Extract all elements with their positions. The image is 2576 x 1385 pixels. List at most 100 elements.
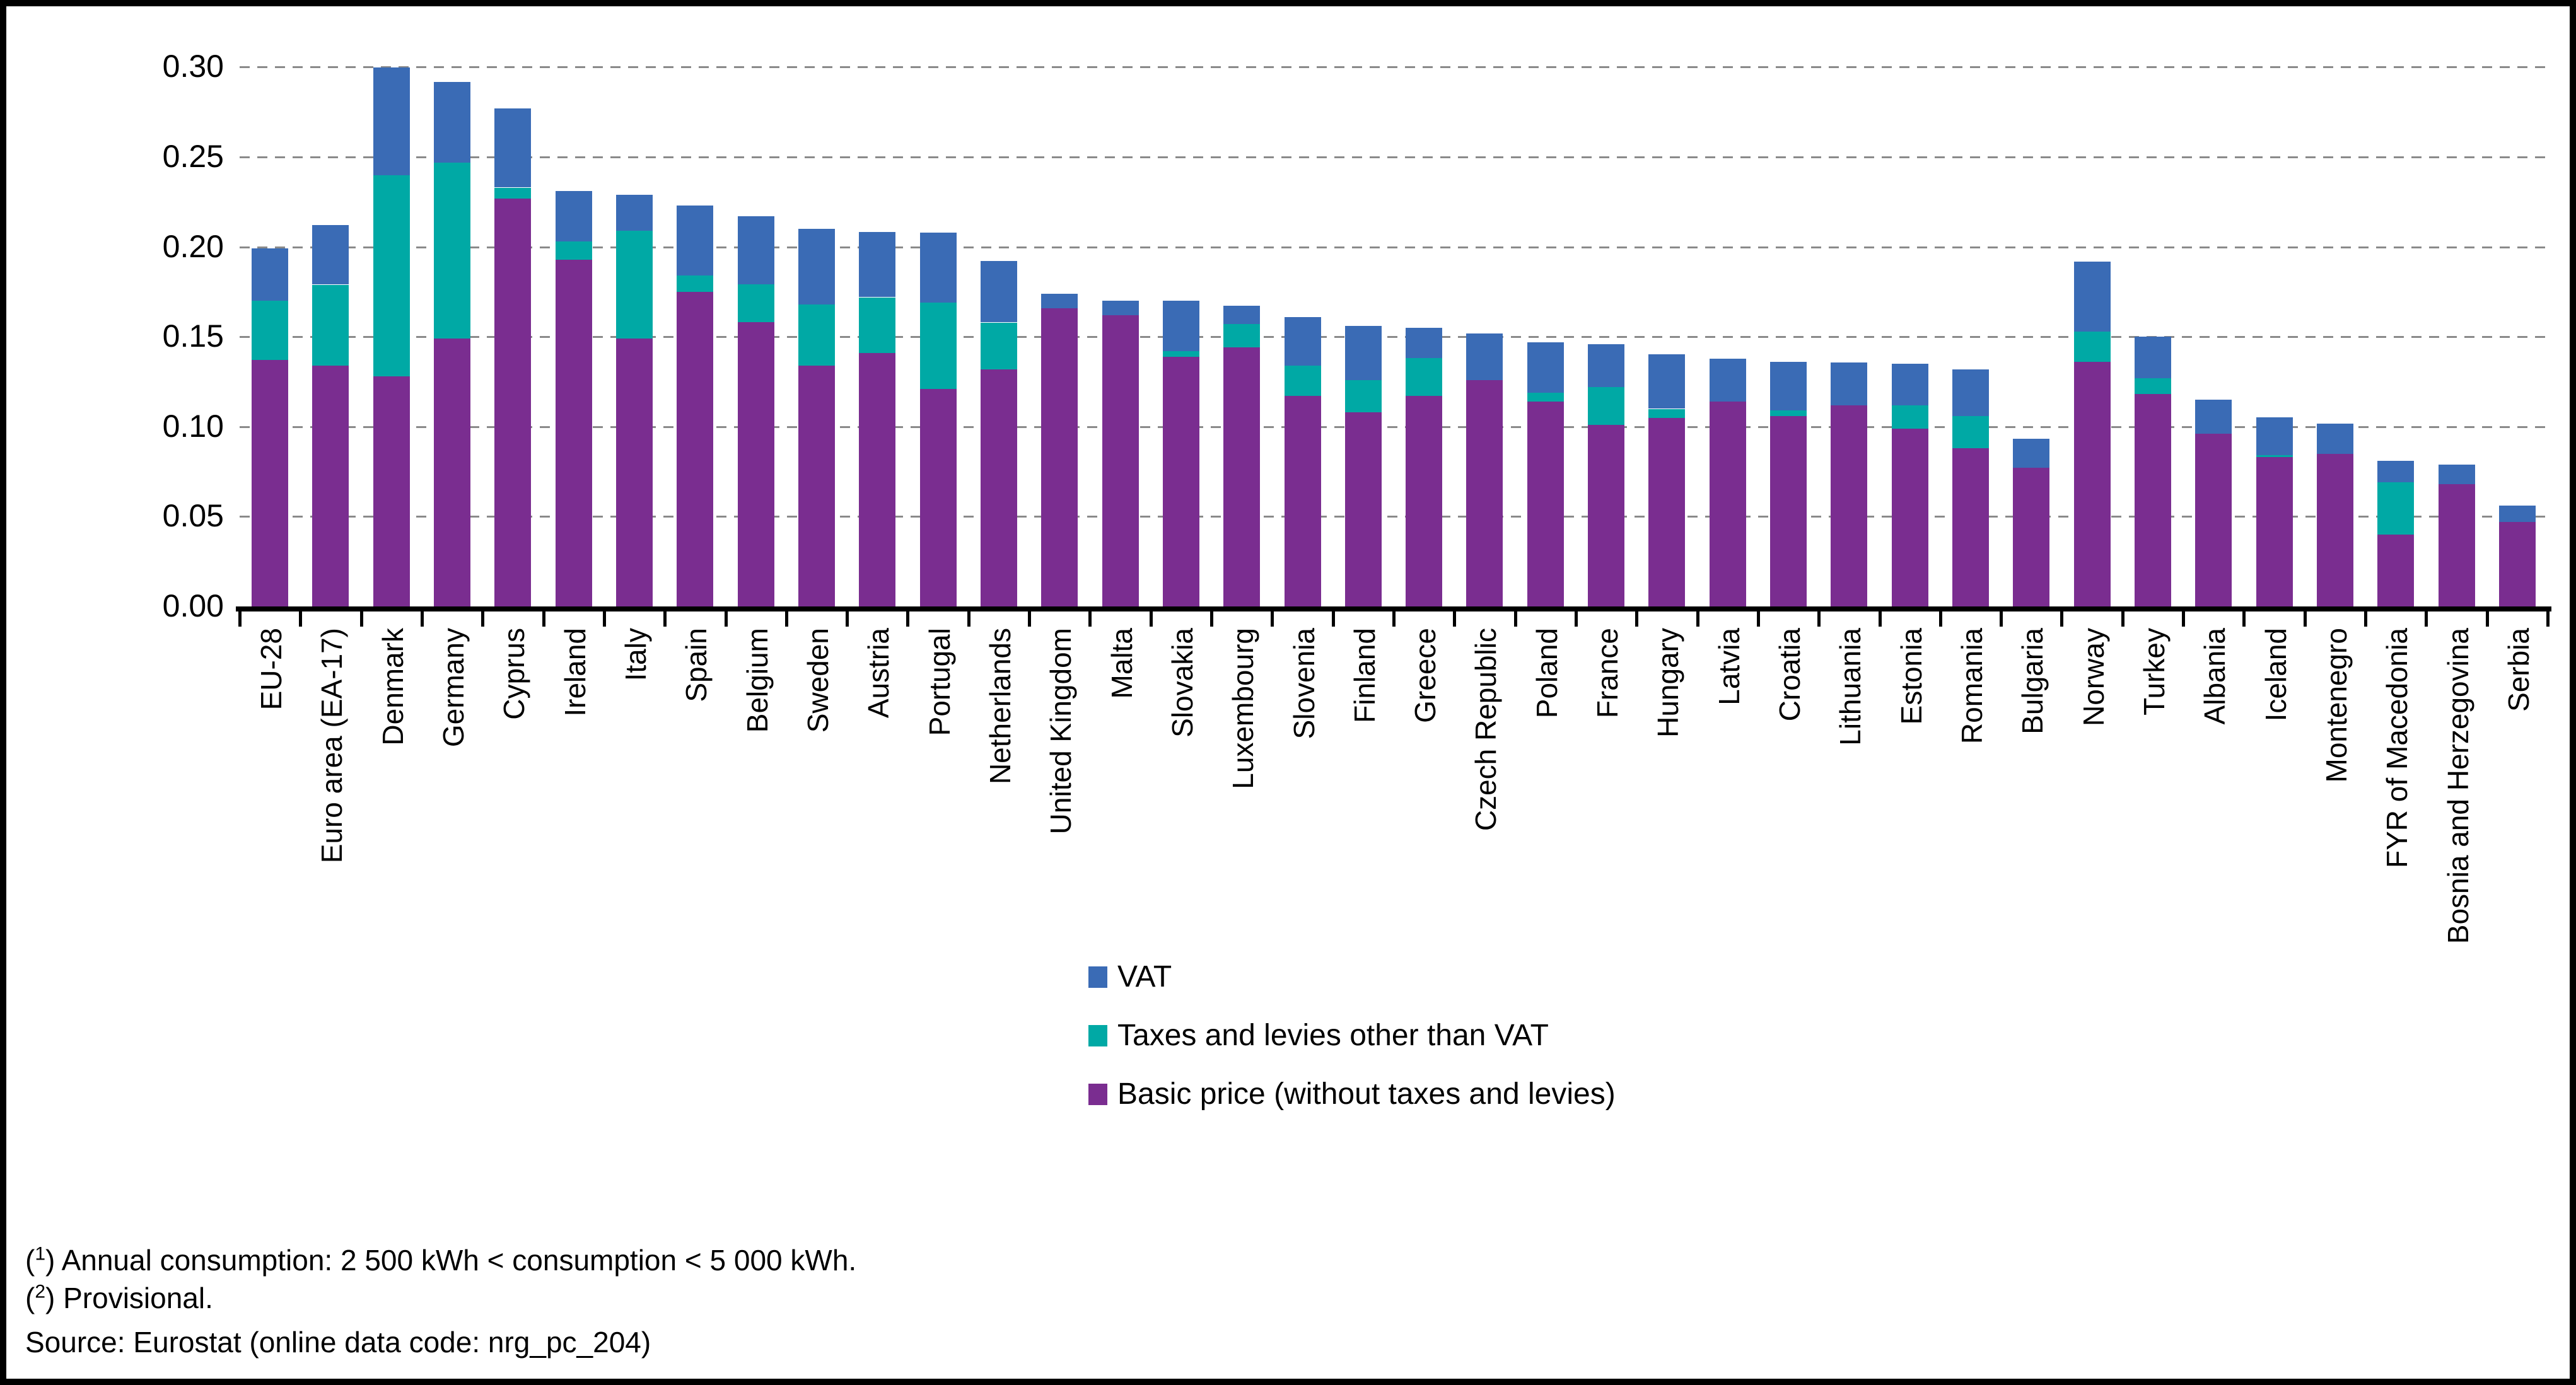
x-axis-tick	[2000, 611, 2003, 627]
bar-segment	[494, 108, 531, 187]
x-axis-category-label: Latvia	[1713, 628, 1746, 705]
bar-segment	[1345, 326, 1382, 380]
y-axis-tick-label: 0.05	[162, 498, 224, 534]
legend-label: Taxes and levies other than VAT	[1117, 1019, 1549, 1052]
bar-segment	[2135, 378, 2171, 394]
y-axis-tick-label: 0.15	[162, 318, 224, 354]
bar-segment	[1952, 369, 1989, 416]
gridline	[240, 426, 2548, 428]
x-axis-category-label: Poland	[1530, 628, 1563, 719]
x-axis-category-label: Albania	[2198, 628, 2231, 725]
x-axis-category-label: Montenegro	[2320, 628, 2353, 783]
bar-segment	[677, 275, 713, 292]
bar-segment	[373, 175, 410, 376]
bar-segment	[616, 339, 653, 606]
bar-segment	[2377, 535, 2414, 606]
bar-segment	[373, 67, 410, 175]
bar-segment	[738, 216, 774, 284]
x-axis-tick	[785, 611, 788, 627]
bar-segment	[1892, 405, 1928, 429]
bar-segment	[1770, 410, 1807, 416]
bar-segment	[1648, 409, 1685, 418]
bar-segment	[1285, 317, 1321, 366]
bar-segment	[2317, 424, 2353, 454]
x-axis-tick	[2546, 611, 2550, 627]
x-axis-tick	[2242, 611, 2246, 627]
bar-segment	[1223, 324, 1260, 347]
x-axis-tick	[2486, 611, 2489, 627]
x-axis-category-label: Italy	[619, 628, 652, 681]
x-axis-category-label: Croatia	[1773, 628, 1806, 722]
bar-segment	[920, 303, 957, 389]
bar-segment	[1588, 387, 1624, 425]
bar-segment	[434, 339, 470, 606]
bar-segment	[981, 369, 1017, 606]
x-axis-tick	[663, 611, 667, 627]
bar-segment	[1102, 315, 1139, 606]
x-axis-tick	[238, 611, 242, 627]
plot-area: 0.00 0.05 0.10 0.15 0.20 0.25 0.30 EU-28 Euro ar…	[6, 6, 2570, 1379]
x-axis-tick	[2121, 611, 2124, 627]
x-axis-tick	[299, 611, 302, 627]
bar-segment	[494, 199, 531, 606]
bar-segment	[2074, 262, 2111, 332]
bar-segment	[2013, 468, 2049, 606]
bar-segment	[1892, 364, 1928, 405]
bar-segment	[1406, 396, 1442, 606]
x-axis-category-label: Malta	[1105, 628, 1138, 699]
x-axis-category-label: Euro area (EA-17)	[315, 628, 348, 864]
bar-segment	[1648, 354, 1685, 409]
x-axis-tick	[542, 611, 545, 627]
bar-segment	[1831, 362, 1867, 405]
legend-swatch-icon	[1088, 1083, 1107, 1105]
x-axis-category-label: Norway	[2077, 628, 2110, 726]
x-axis-category-label: Slovakia	[1166, 628, 1199, 738]
x-axis-category-label: Belgium	[741, 628, 774, 733]
bar-segment	[494, 188, 531, 199]
legend-item: Taxes and levies other than VAT	[1088, 1018, 1549, 1053]
bar-segment	[2135, 337, 2171, 378]
bar-segment	[2256, 455, 2293, 457]
bar-segment	[434, 163, 470, 339]
bar-segment	[1406, 328, 1442, 358]
x-axis-category-label: Netherlands	[984, 628, 1017, 785]
x-axis-category-label: Germany	[437, 628, 470, 748]
gridline	[240, 156, 2548, 158]
bar-segment	[2317, 454, 2353, 606]
x-axis-tick	[1696, 611, 1699, 627]
bar-segment	[1163, 351, 1199, 357]
bar-segment	[981, 261, 1017, 322]
bar-segment	[2013, 439, 2049, 468]
bar-segment	[312, 366, 349, 606]
bar-segment	[1223, 347, 1260, 606]
bar-segment	[1710, 359, 1746, 402]
bar-segment	[738, 322, 774, 606]
bar-segment	[859, 353, 895, 606]
bar-segment	[1466, 380, 1503, 606]
bar-segment	[1163, 301, 1199, 351]
bar-segment	[1831, 405, 1867, 606]
legend-label: VAT	[1117, 960, 1172, 994]
x-axis-tick	[725, 611, 728, 627]
x-axis-tick	[1392, 611, 1396, 627]
bar-segment	[920, 389, 957, 606]
x-axis-category-label: France	[1591, 628, 1624, 719]
bar-segment	[1710, 402, 1746, 606]
x-axis-category-label: Sweden	[801, 628, 834, 733]
source-line: Source: Eurostat (online data code: nrg_…	[25, 1326, 651, 1359]
x-axis-tick	[2182, 611, 2185, 627]
bar-segment	[1588, 425, 1624, 606]
bar-segment	[556, 260, 592, 606]
gridline	[240, 246, 2548, 248]
x-axis-tick	[421, 611, 424, 627]
bar-segment	[1527, 393, 1564, 402]
x-axis-tick	[1453, 611, 1456, 627]
bar-segment	[1770, 416, 1807, 606]
bar-segment	[1466, 333, 1503, 380]
bar-segment	[798, 304, 835, 366]
x-axis-category-label: EU-28	[255, 628, 288, 710]
y-axis-tick-label: 0.30	[162, 49, 224, 84]
bar-segment	[556, 241, 592, 260]
bar-segment	[616, 195, 653, 231]
